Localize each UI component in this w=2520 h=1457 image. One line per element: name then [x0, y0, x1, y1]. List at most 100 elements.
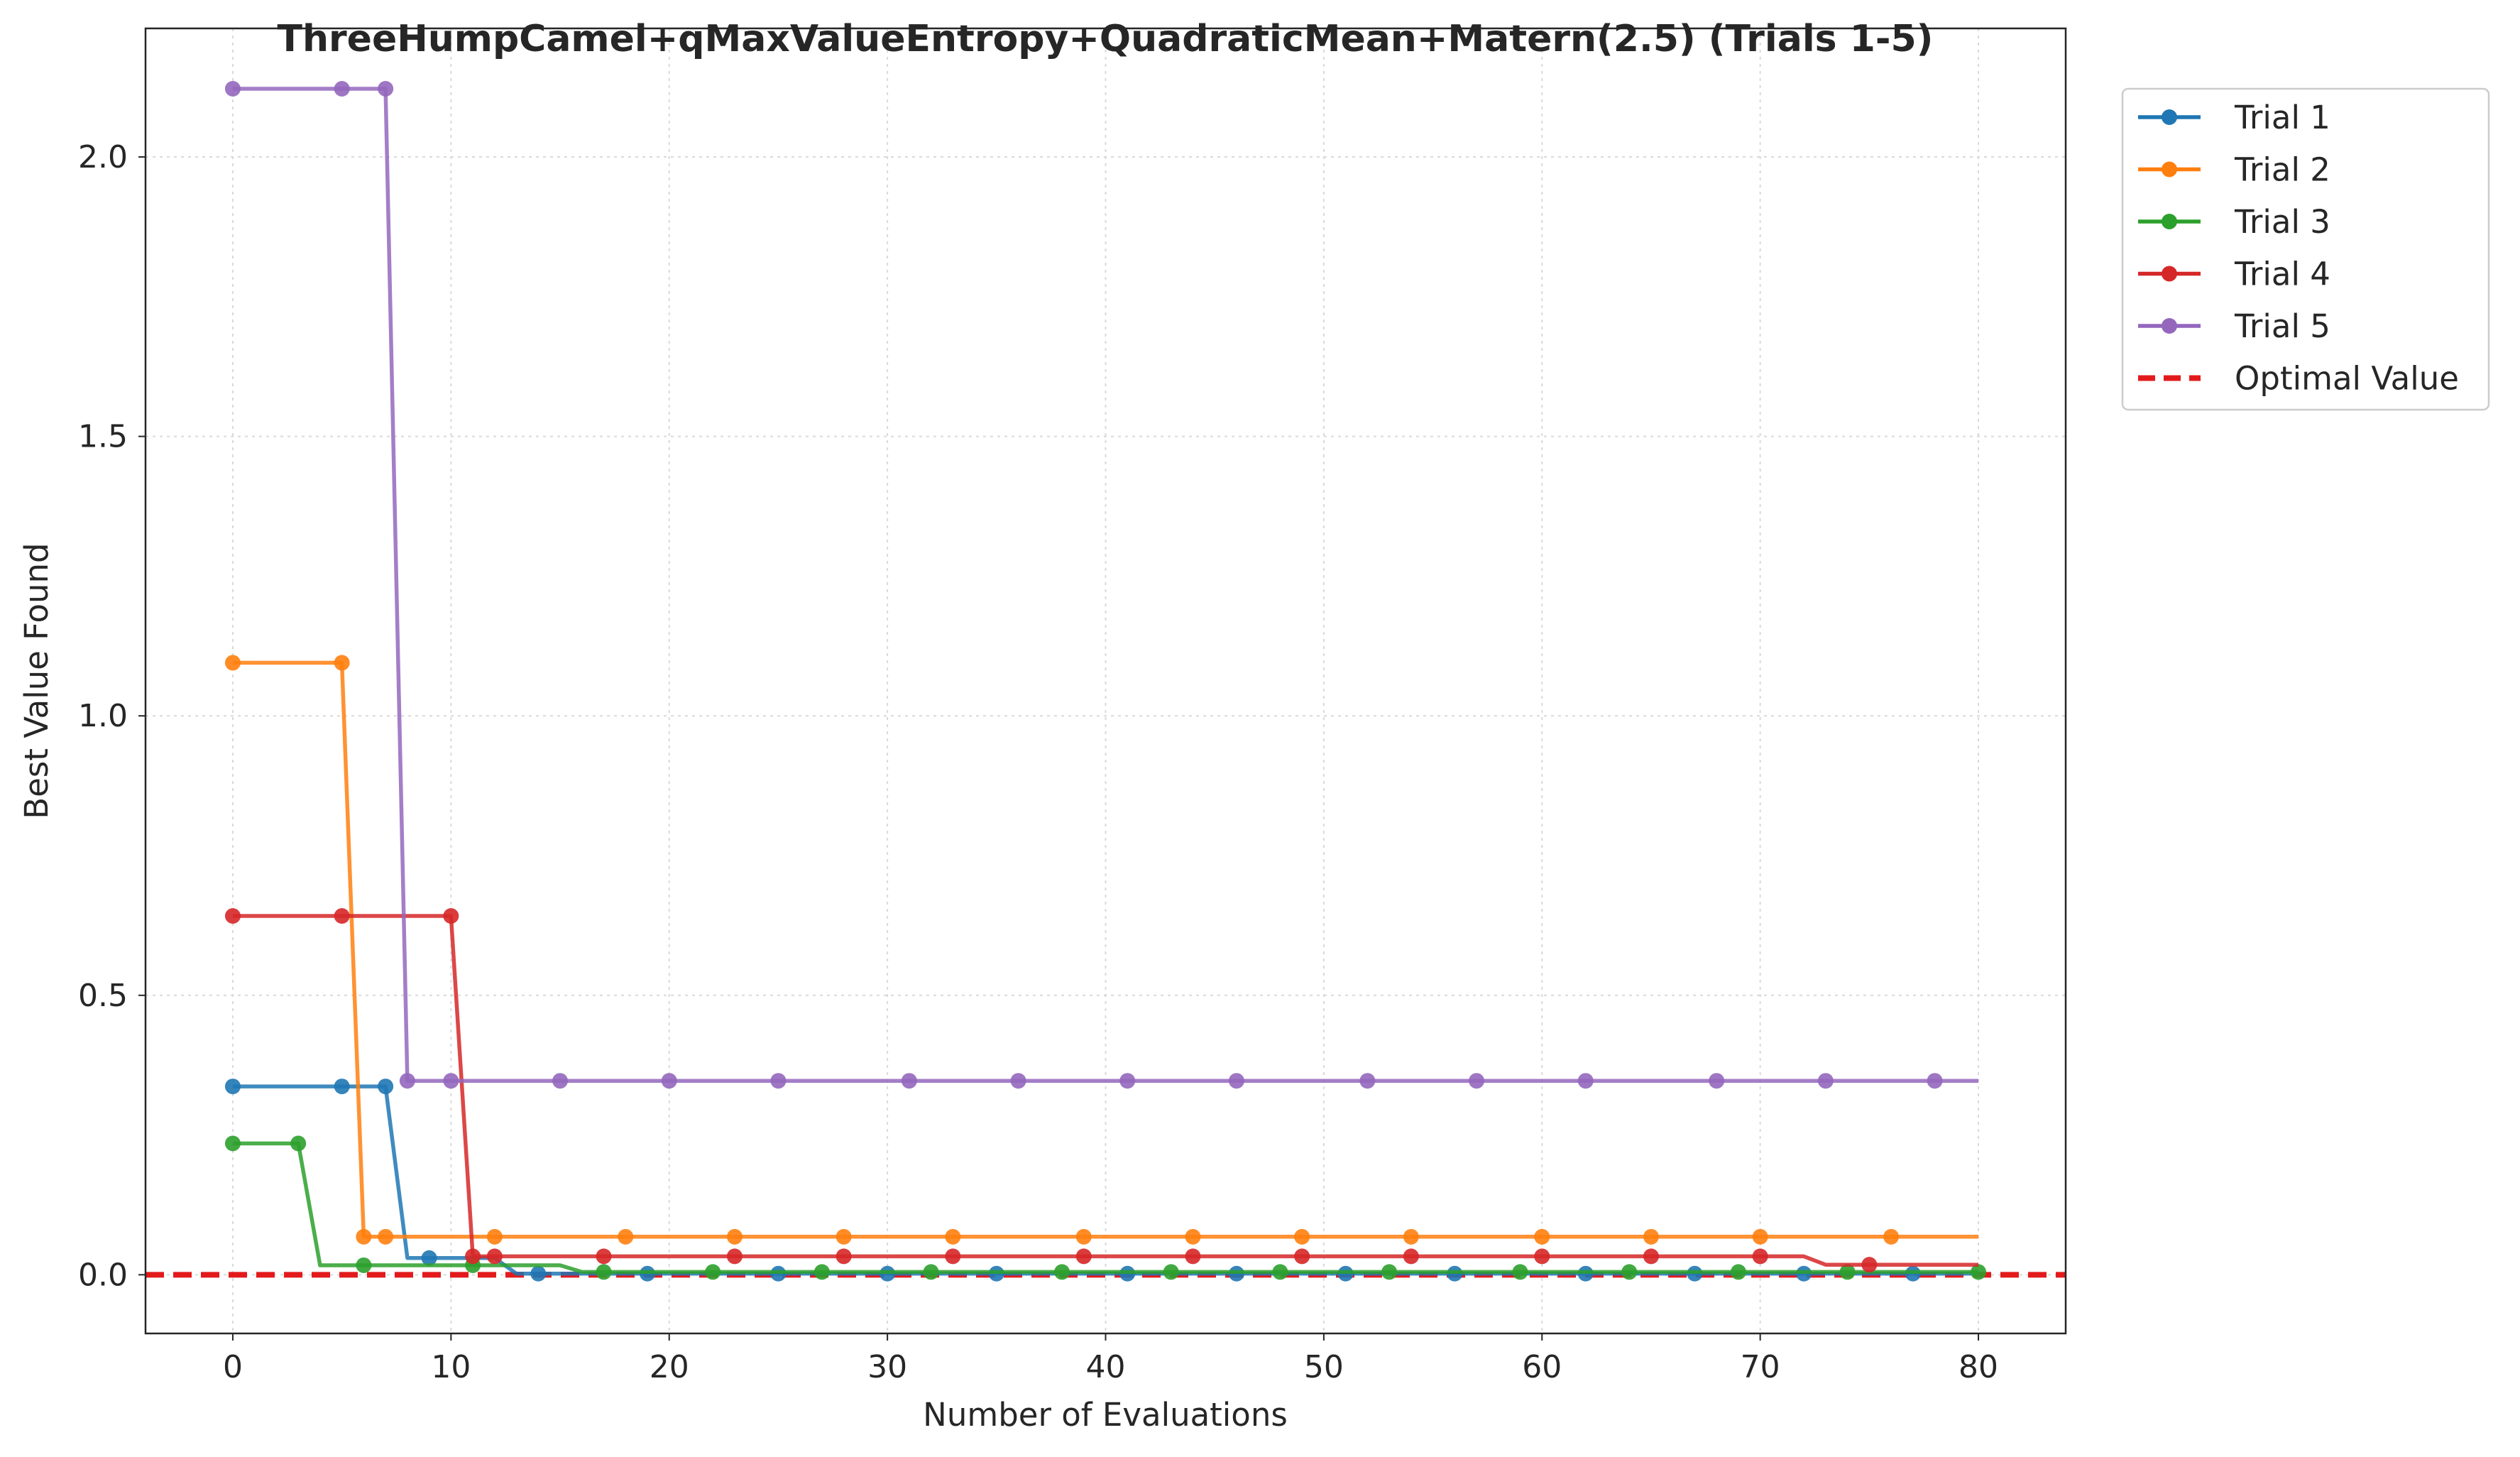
data-point	[726, 1248, 743, 1265]
chart-title: ThreeHumpCamel+qMaxValueEntropy+Quadrati…	[278, 18, 1934, 60]
data-point	[1577, 1073, 1594, 1089]
data-point	[1752, 1248, 1768, 1265]
legend-entry: Trial 2	[2138, 151, 2330, 189]
x-tick-label: 40	[1086, 1349, 1126, 1385]
data-point	[1010, 1073, 1026, 1089]
data-point	[1709, 1073, 1725, 1089]
legend-label: Trial 1	[2234, 99, 2330, 136]
data-point	[1294, 1248, 1310, 1265]
legend-marker	[2162, 214, 2177, 229]
x-tick-label: 10	[431, 1349, 471, 1385]
legend-label: Optimal Value	[2235, 360, 2459, 398]
y-tick-label: 0.0	[78, 1257, 128, 1293]
legend-label: Trial 4	[2234, 256, 2330, 293]
data-point	[661, 1073, 677, 1089]
x-tick-label: 70	[1741, 1349, 1780, 1385]
series-layer	[224, 81, 1987, 1282]
data-point	[224, 81, 241, 97]
data-point	[1272, 1264, 1288, 1280]
data-point	[334, 81, 350, 97]
data-point	[1359, 1073, 1376, 1089]
legend-marker	[2162, 109, 2177, 125]
x-tick-label: 30	[867, 1349, 907, 1385]
y-tick-label: 1.5	[78, 419, 128, 455]
x-tick-label: 80	[1959, 1349, 1998, 1385]
data-point	[356, 1228, 372, 1245]
legend-label: Trial 2	[2234, 151, 2330, 189]
data-point	[1294, 1228, 1310, 1245]
legend-marker	[2162, 318, 2177, 334]
y-tick-label: 1.0	[78, 698, 128, 734]
data-point	[945, 1248, 961, 1265]
data-point	[1054, 1264, 1070, 1280]
data-point	[1469, 1073, 1485, 1089]
data-point	[1075, 1248, 1092, 1265]
series-trial-3	[224, 1135, 1987, 1280]
series-trial-2	[224, 655, 1978, 1245]
data-point	[356, 1257, 372, 1273]
legend-marker	[2162, 161, 2177, 178]
data-point	[1730, 1264, 1746, 1280]
data-point	[290, 1135, 307, 1152]
data-point	[486, 1228, 503, 1245]
legend-entry: Trial 5	[2138, 307, 2330, 345]
y-axis: 0.0 0.5 1.0 1.5 2.0	[78, 139, 146, 1293]
data-point	[378, 81, 394, 97]
data-point	[945, 1228, 961, 1245]
data-point	[378, 1228, 394, 1245]
data-point	[399, 1073, 415, 1089]
data-point	[443, 1073, 459, 1089]
series-line	[233, 914, 1978, 1267]
legend: Trial 1 Trial 2 Trial 3 Trial 4 Trial 5 Optim…	[2121, 87, 2490, 411]
data-point	[1381, 1264, 1398, 1280]
legend-entry: Trial 3	[2138, 203, 2330, 241]
data-point	[421, 1250, 437, 1266]
data-point	[1839, 1264, 1856, 1280]
data-point	[443, 907, 459, 924]
data-point	[923, 1264, 939, 1280]
y-tick-label: 0.5	[78, 978, 128, 1014]
series-trial-5	[224, 81, 1978, 1089]
data-point	[726, 1228, 743, 1245]
legend-entry: Trial 1	[2138, 99, 2330, 136]
data-point	[1403, 1248, 1419, 1265]
data-point	[770, 1073, 787, 1089]
data-point	[334, 1079, 350, 1095]
legend-entry: Optimal Value	[2138, 360, 2459, 398]
x-tick-label: 50	[1304, 1349, 1344, 1385]
data-point	[1119, 1073, 1136, 1089]
data-point	[1185, 1248, 1201, 1265]
data-point	[813, 1264, 830, 1280]
legend-entry: Trial 4	[2138, 256, 2330, 293]
data-point	[1534, 1228, 1550, 1245]
series-line	[233, 87, 1978, 1083]
data-point	[1163, 1264, 1179, 1280]
legend-label: Trial 3	[2234, 203, 2330, 241]
x-tick-label: 0	[223, 1349, 243, 1385]
data-point	[224, 1079, 241, 1095]
data-point	[1971, 1264, 1987, 1280]
data-point	[836, 1248, 852, 1265]
data-point	[1752, 1228, 1768, 1245]
data-point	[486, 1248, 503, 1265]
data-point	[530, 1265, 547, 1282]
x-tick-label: 20	[650, 1349, 689, 1385]
data-point	[1817, 1073, 1834, 1089]
data-point	[836, 1228, 852, 1245]
legend-label: Trial 5	[2234, 307, 2330, 345]
data-point	[224, 907, 241, 924]
legend-marker	[2162, 266, 2177, 282]
x-tick-label: 60	[1522, 1349, 1562, 1385]
data-point	[1643, 1248, 1659, 1265]
x-axis-label: Number of Evaluations	[923, 1396, 1288, 1434]
data-point	[618, 1228, 634, 1245]
data-point	[1643, 1228, 1659, 1245]
data-point	[1861, 1257, 1878, 1273]
y-tick-label: 2.0	[78, 139, 128, 175]
grid	[146, 28, 2066, 1333]
data-point	[1621, 1264, 1638, 1280]
data-point	[552, 1073, 569, 1089]
data-point	[1512, 1264, 1528, 1280]
y-axis-label: Best Value Found	[18, 542, 55, 819]
